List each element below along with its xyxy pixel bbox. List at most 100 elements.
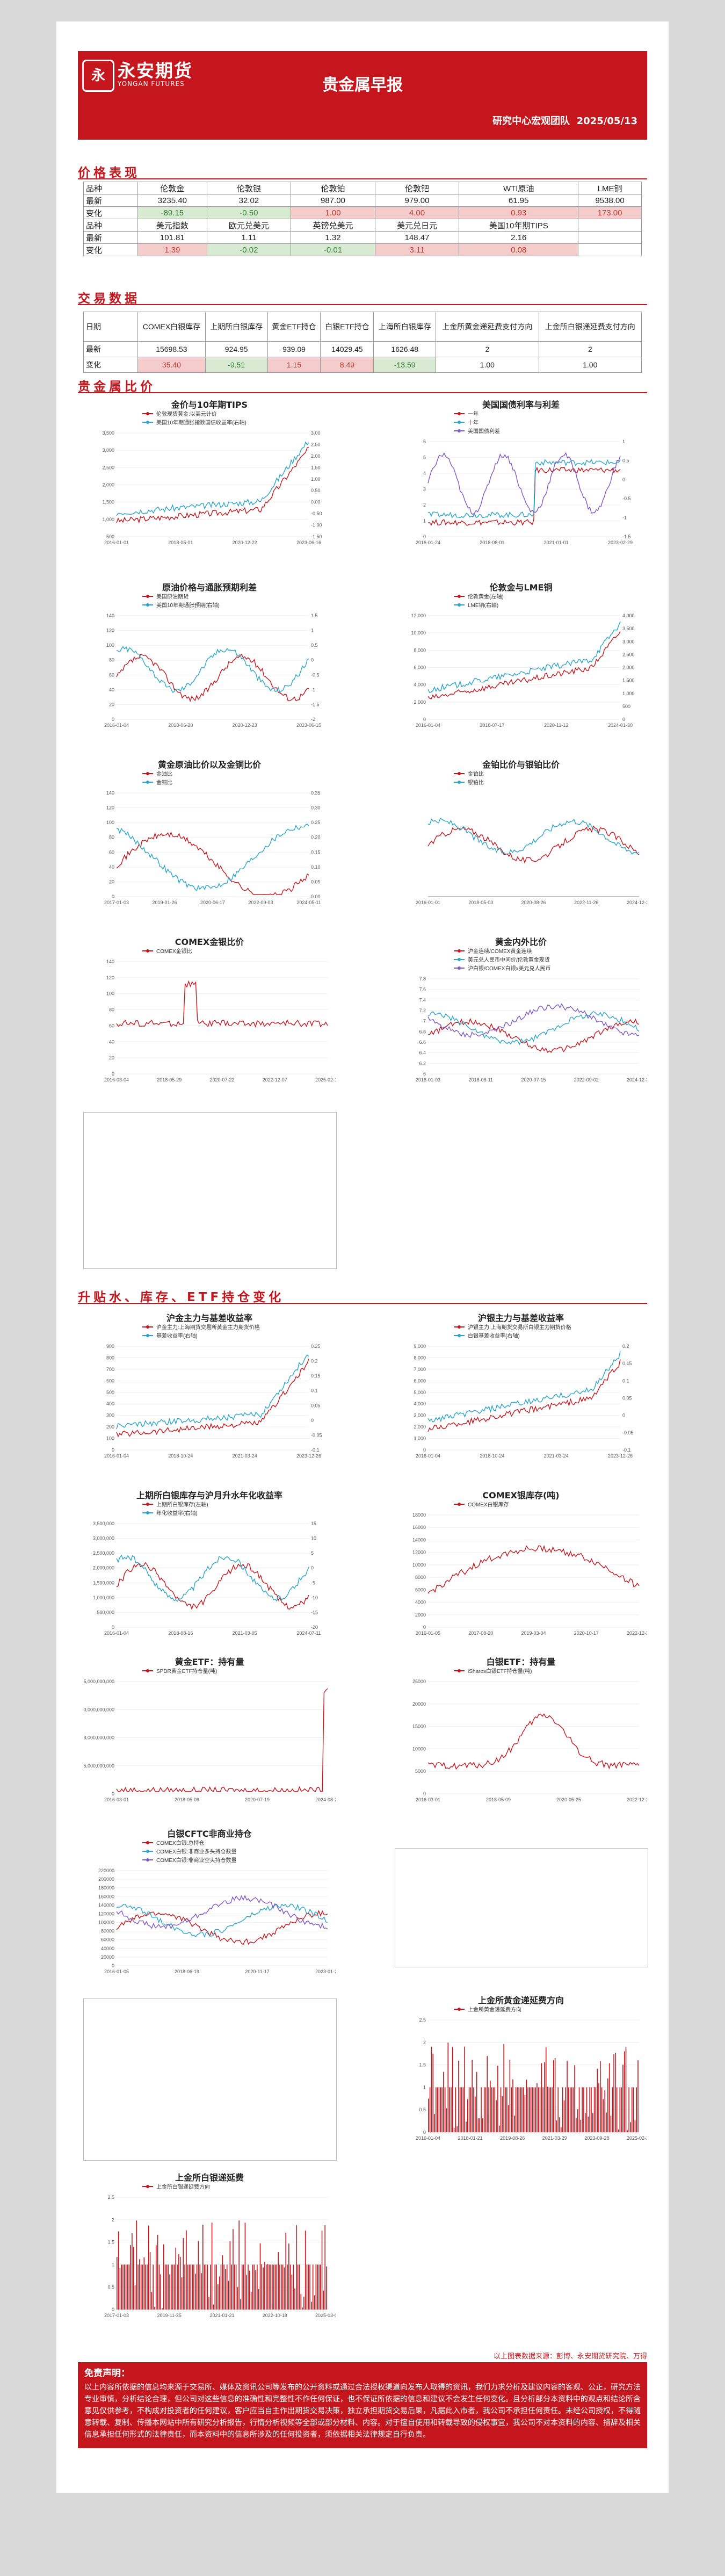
y-tick-label: 1.5: [107, 2240, 114, 2245]
x-tick-label: 2020-07-15: [521, 1077, 546, 1083]
table-cell: 白银ETF持仓: [320, 312, 374, 342]
chart-panel: 美国国债利率与利差 一年 十年 美国国债利差 6 5 4 3 2 1 0 1 0.5 0 -0.5 -1 -1.…: [395, 398, 647, 559]
y-tick-label: 7.6: [419, 987, 426, 992]
bar: [179, 2256, 181, 2310]
y-tick-label: 1.5: [419, 2062, 426, 2068]
bar: [164, 2264, 166, 2310]
x-tick-label: 2020-12-23: [233, 723, 257, 728]
bar: [118, 2231, 119, 2310]
y2-tick-label: -5: [311, 1580, 315, 1585]
y-tick-label: 0: [112, 1791, 114, 1796]
y-tick-label: 100: [106, 1436, 114, 1441]
table-row: 品种 美元指数 欧元兑美元 英镑兑美元 美元兑日元 美国10年期TIPS: [83, 219, 642, 232]
bar: [523, 2087, 524, 2132]
x-tick-label: 2021-01-01: [544, 540, 569, 545]
bar: [438, 2087, 440, 2132]
table-cell: 伦敦金: [137, 182, 207, 194]
bar: [171, 2264, 172, 2310]
y2-tick-label: 0.00: [311, 500, 321, 505]
bar: [302, 2307, 303, 2310]
bar: [506, 2087, 508, 2132]
legend-item: 美国10年期通胀预期(右轴): [142, 602, 220, 609]
bar: [536, 2083, 538, 2132]
table-cell: 148.47: [374, 231, 460, 244]
x-tick-label: 2019-01-26: [152, 900, 177, 905]
empty-chart-frame: [395, 1848, 648, 1967]
bar: [233, 2229, 234, 2310]
bar: [241, 2264, 243, 2310]
x-tick-label: 2016-01-05: [416, 1630, 440, 1636]
x-tick-label: 2024-01-30: [608, 723, 633, 728]
bar: [608, 2063, 610, 2132]
chart-title: 金价与10年期TIPS: [171, 400, 248, 410]
bar: [162, 2308, 163, 2310]
bar: [240, 2299, 241, 2310]
legend-label: 上期所白银库存(左轴): [156, 1501, 208, 1508]
y2-tick-label: -1: [622, 515, 627, 521]
bar: [136, 2220, 137, 2310]
x-tick-label: 2020-06-17: [200, 900, 225, 905]
y-tick-label: 180000: [98, 1885, 114, 1890]
x-tick-label: 2020-10-17: [574, 1630, 599, 1636]
x-tick-label: 2016-01-24: [416, 540, 440, 545]
y-tick-label: 6,000: [414, 665, 426, 670]
bar: [297, 2264, 299, 2310]
x-tick-label: 2016-01-04: [416, 723, 440, 728]
bar: [127, 2264, 128, 2310]
legend-label: 金铜比: [156, 779, 172, 786]
bar: [475, 2096, 476, 2132]
y-tick-label: 2,500: [102, 465, 114, 470]
bar: [208, 2297, 209, 2310]
chart-panel: 上金所白银递延费 上金所白银递延费方向 2.5 2 1.5 1 0.5 0 2017-01-03…: [83, 2170, 336, 2332]
y-tick-label: 100: [106, 991, 114, 997]
y2-tick-label: 0.15: [311, 849, 321, 855]
legend-label: 金铂比: [468, 770, 484, 777]
bar: [222, 2255, 223, 2310]
bar: [618, 2129, 619, 2132]
bar: [289, 2264, 291, 2310]
bar: [285, 2233, 286, 2310]
chart-panel: COMEX金银比价 COMEX金银比 140 120 100 80 60 40 20 0 2016-…: [83, 935, 336, 1096]
row-label: 最新: [83, 231, 138, 244]
table-row: 变化 35.40 -9.51 1.15 8.49 -13.59 1.00 1.00: [83, 357, 642, 373]
chart-svg: COMEX白银:总持仓 COMEX白银:非商业多头持仓数量 COMEX白银:非商业空…: [98, 1839, 336, 1974]
bar: [148, 2225, 149, 2310]
y-tick-label: 120: [106, 975, 114, 980]
bar: [545, 2047, 547, 2132]
bar: [578, 2087, 580, 2132]
x-tick-label: 2017-01-03: [104, 2313, 129, 2318]
chart-panel: 白银CFTC非商业持仓 COMEX白银:总持仓 COMEX白银:非商业多头持仓数量 C…: [83, 1827, 336, 1988]
chart-title: 金铂比价与银铂比价: [482, 760, 560, 770]
y2-tick-label: -1.5: [622, 534, 631, 539]
bar: [169, 2274, 170, 2310]
bar: [630, 2122, 631, 2132]
series-line: [427, 1003, 640, 1038]
y-tick-label: 200: [106, 1424, 114, 1430]
bar: [462, 2087, 464, 2132]
legend-label: 上金所白银递延费方向: [156, 2183, 210, 2190]
bar: [264, 2262, 265, 2310]
bar: [321, 2230, 323, 2310]
y-tick-label: 6: [423, 439, 426, 444]
table-cell: 987.00: [291, 194, 375, 207]
bar: [619, 2087, 621, 2132]
bar: [246, 2275, 248, 2310]
x-tick-label: 2022-09-03: [248, 900, 273, 905]
bar: [315, 2264, 317, 2310]
legend-label: SPDR黄金ETF持仓量(吨): [156, 1668, 217, 1675]
bar: [612, 2087, 613, 2132]
chart-title: 黄金内外比价: [495, 937, 547, 947]
legend-item: 银铂比: [454, 779, 484, 786]
bar: [538, 2087, 539, 2132]
y-tick-label: 6.4: [419, 1050, 426, 1056]
y-tick-label: 220000: [98, 1868, 114, 1873]
table-cell: 上金所白银递延费支付方向: [538, 312, 642, 342]
x-tick-label: 2023-02-29: [608, 540, 633, 545]
x-tick-label: 2021-03-24: [544, 1453, 569, 1459]
row-label: 变化: [83, 357, 138, 373]
bar: [216, 2264, 217, 2310]
legend-item: 上期所白银库存(左轴): [142, 1501, 208, 1508]
table-cell: 0.08: [459, 243, 579, 256]
legend-label: 美国10年期通胀指数国债收益率(右轴): [156, 419, 247, 426]
